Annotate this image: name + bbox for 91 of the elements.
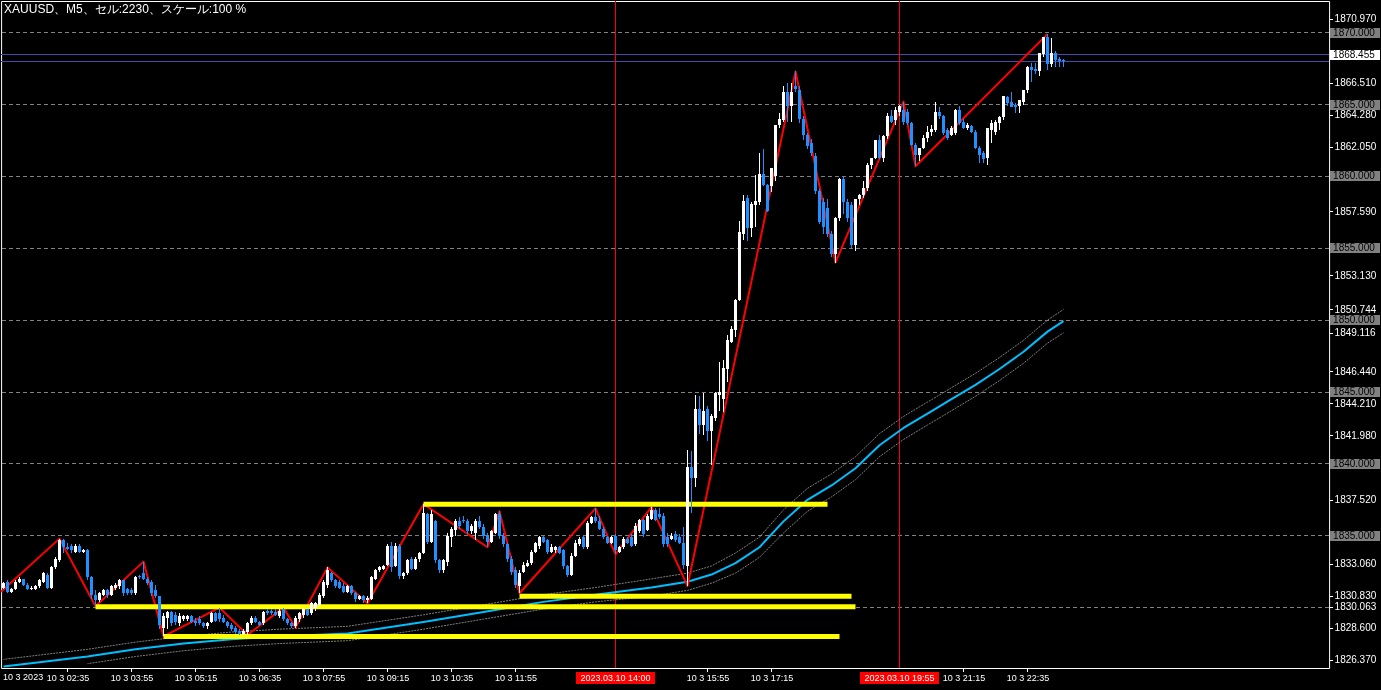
candlestick <box>842 175 845 215</box>
y-tick-label: 1853.130 <box>1334 269 1377 281</box>
x-tick-label: 10 3 09:15 <box>366 672 410 683</box>
candlestick <box>794 70 797 93</box>
ref-line-label: 1868.455 <box>1333 48 1376 60</box>
candlestick <box>902 101 905 126</box>
candlestick <box>910 121 913 147</box>
candlestick <box>562 548 565 570</box>
x-tick-label: 10 3 05:15 <box>174 672 218 683</box>
candlestick <box>702 392 705 436</box>
candlestick <box>58 538 61 563</box>
x-tick-label: 10 3 02:35 <box>46 672 90 683</box>
candlestick <box>498 510 501 540</box>
y-tick-label: 1870.970 <box>1334 13 1377 25</box>
y-tick-label: 1844.210 <box>1334 397 1377 409</box>
ref-line-label: 1855.000 <box>1333 242 1376 254</box>
y-tick-label: 1864.280 <box>1334 109 1377 121</box>
text: 10 3 2023 <box>3 672 44 682</box>
candlestick <box>474 518 477 541</box>
ref-line-label: 1850.000 <box>1333 314 1376 326</box>
candlestick <box>394 542 397 568</box>
x-tick-label: 10 3 15:55 <box>686 672 730 683</box>
candlestick <box>518 569 521 594</box>
x-tick-label: 10 3 11:55 <box>495 672 537 683</box>
candlestick <box>914 142 917 167</box>
ref-line-label: 1835.000 <box>1333 529 1376 541</box>
candlestick <box>1030 62 1033 82</box>
y-tick-label: 1833.060 <box>1334 558 1377 570</box>
candlestick <box>790 82 793 123</box>
candlestick <box>786 82 789 123</box>
chart-title: XAUUSD、M5、セル:2230、スケール:100 % <box>4 2 247 16</box>
x-tick-label: 10 3 10:35 <box>430 672 474 683</box>
y-tick-label: 1841.980 <box>1334 429 1377 441</box>
candlestick <box>166 610 169 630</box>
candlestick <box>974 129 977 150</box>
x-tick-label: 10 3 21:15 <box>942 672 986 683</box>
candlestick <box>506 542 509 563</box>
candlestick <box>614 533 617 555</box>
candlestick <box>134 575 137 596</box>
candlestick <box>866 162 869 192</box>
candlestick <box>954 108 957 136</box>
candlestick <box>390 541 393 573</box>
y-tick-label: 1850.744 <box>1334 303 1377 315</box>
candlestick <box>698 395 701 435</box>
x-tick-label: 10 3 07:55 <box>302 672 346 683</box>
candlestick <box>942 114 945 136</box>
ref-line-label: 1845.000 <box>1333 386 1376 397</box>
candlestick <box>386 543 389 567</box>
candlestick <box>762 148 765 187</box>
x-tick-label: 10 3 22:35 <box>1006 672 1050 683</box>
candlestick <box>706 405 709 442</box>
y-tick-label: 1846.440 <box>1334 365 1377 377</box>
candlestick <box>802 115 805 141</box>
y-tick-label: 1862.050 <box>1334 141 1377 153</box>
ref-line-label: 1870.000 <box>1333 26 1376 38</box>
candlestick <box>162 612 165 637</box>
candlestick <box>634 522 637 547</box>
y-tick-label: 1830.830 <box>1334 590 1377 602</box>
ref-line-label: 2023.03.10 14:00 <box>580 673 651 683</box>
candlestick <box>886 112 889 140</box>
ref-line-label: 1865.000 <box>1333 98 1376 110</box>
candlestick <box>830 230 833 258</box>
y-tick-label: 1857.590 <box>1334 205 1377 217</box>
y-tick-label: 1837.520 <box>1334 494 1377 506</box>
candlestick <box>958 105 961 126</box>
candlestick <box>682 526 685 570</box>
y-tick-label: 1830.063 <box>1334 601 1377 613</box>
candlestick <box>882 134 885 163</box>
ref-line-label: 2023.03.10 19:55 <box>864 673 935 683</box>
y-tick-label: 1866.510 <box>1334 77 1377 89</box>
x-tick-label: 10 3 06:35 <box>238 672 282 683</box>
candlestick <box>1050 37 1053 68</box>
candlestick <box>1002 95 1005 121</box>
y-tick-label: 1849.116 <box>1334 327 1377 339</box>
ref-line-label: 1860.000 <box>1333 170 1376 182</box>
candlestick <box>50 565 53 590</box>
candlestick <box>934 101 937 133</box>
x-tick-label: 10 3 17:15 <box>750 672 794 683</box>
candlestick <box>874 139 877 160</box>
candlestick <box>90 575 93 600</box>
y-tick-label: 1826.370 <box>1334 654 1377 666</box>
candlestick <box>754 174 757 228</box>
ref-line-label: 1840.000 <box>1333 457 1376 469</box>
candlestick <box>642 518 645 538</box>
candlestick <box>570 552 573 577</box>
candlestick <box>142 561 145 581</box>
candlestick <box>690 450 693 514</box>
candlestick <box>1026 65 1029 94</box>
x-tick-label: 10 3 03:55 <box>110 672 154 683</box>
candlestick <box>878 134 881 160</box>
y-tick-label: 1828.600 <box>1334 622 1377 634</box>
